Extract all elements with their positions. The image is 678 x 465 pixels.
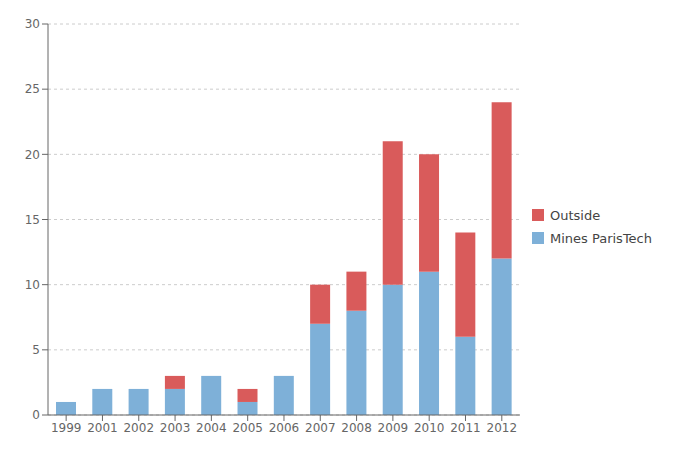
- svg-text:25: 25: [25, 82, 40, 96]
- svg-text:2008: 2008: [341, 421, 372, 435]
- html-text:Outside: Outside: [550, 207, 601, 223]
- svg-text:2002: 2002: [123, 421, 154, 435]
- svg-text:15: 15: [25, 213, 40, 227]
- svg-text:0: 0: [32, 408, 40, 422]
- svg-text:2004: 2004: [196, 421, 227, 435]
- html-text:Mines ParisTech: Mines ParisTech: [550, 230, 652, 246]
- svg-text:30: 30: [25, 17, 40, 31]
- svg-text:2012: 2012: [487, 421, 518, 435]
- svg-text:10: 10: [25, 278, 40, 292]
- svg-text:2005: 2005: [232, 421, 263, 435]
- svg-text:20: 20: [25, 148, 40, 162]
- svg-text:2003: 2003: [160, 421, 191, 435]
- svg-text:1999: 1999: [51, 421, 82, 435]
- svg-text:2009: 2009: [378, 421, 409, 435]
- svg-text:2006: 2006: [269, 421, 300, 435]
- svg-text:2011: 2011: [450, 421, 481, 435]
- svg-text:2001: 2001: [87, 421, 118, 435]
- svg-text:2007: 2007: [305, 421, 336, 435]
- svg-text:5: 5: [32, 343, 40, 357]
- svg-text:2010: 2010: [414, 421, 445, 435]
